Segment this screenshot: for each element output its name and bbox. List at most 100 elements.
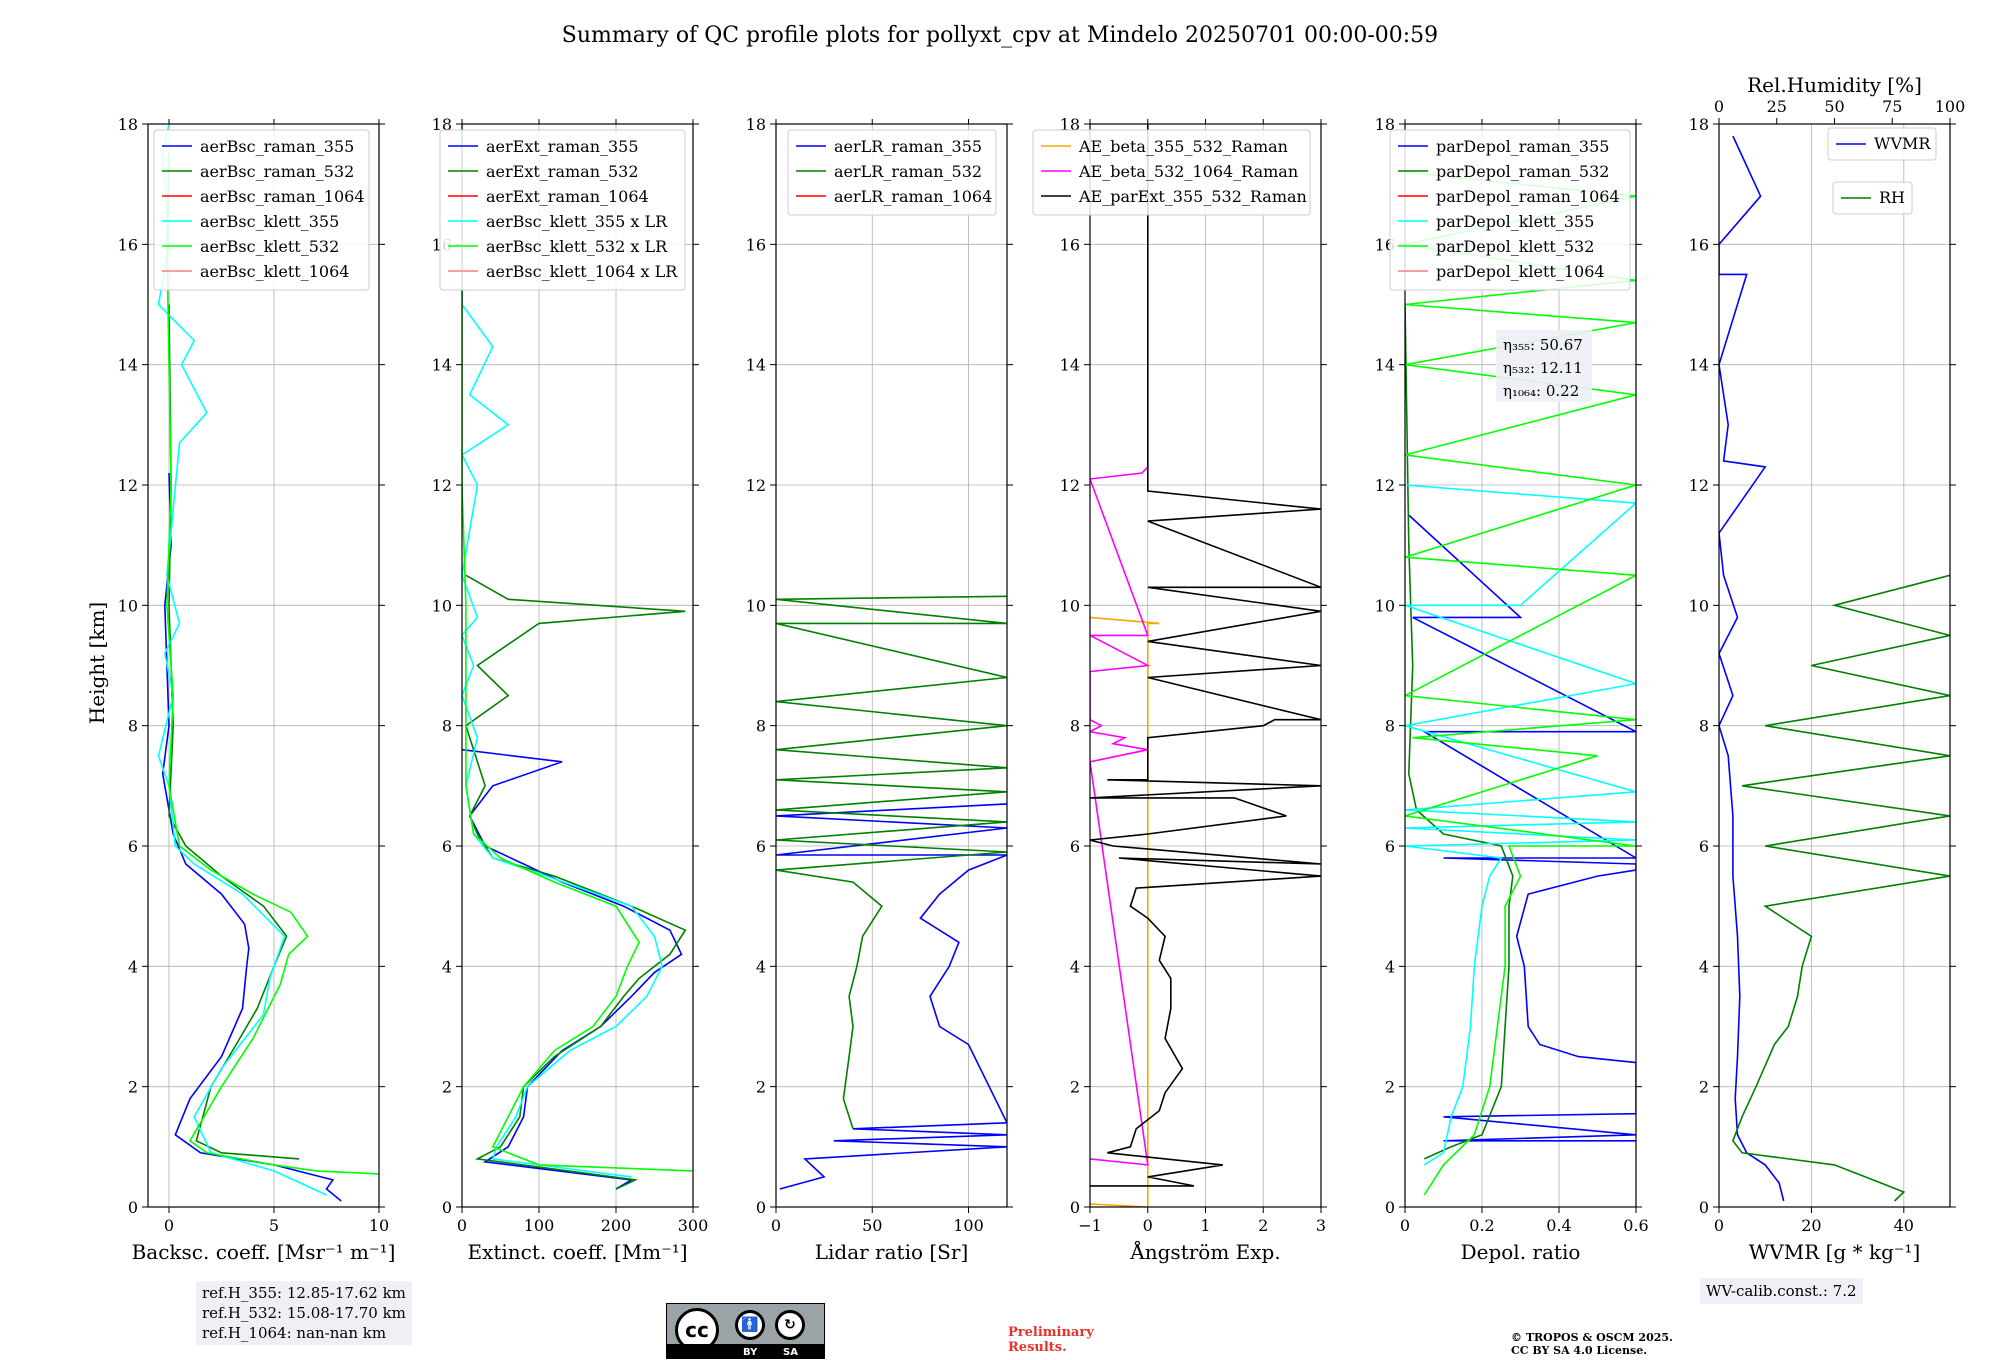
legend-box [1827, 127, 1937, 161]
legend-label-aerBsc_klett_532: aerBsc_klett_532 [200, 237, 339, 256]
by-label: BY [743, 1347, 758, 1358]
eta-value: η₃₅₅: 50.67 [1503, 336, 1583, 354]
y-tick-label: 18 [746, 115, 766, 134]
legend-label-AE_beta_532_1064_Raman: AE_beta_532_1064_Raman [1078, 162, 1298, 181]
x-axis-label: Backsc. coeff. [Msr⁻¹ m⁻¹] [132, 1240, 396, 1264]
y-tick-label: 14 [118, 356, 138, 375]
legend-label-aerExt_raman_1064: aerExt_raman_1064 [486, 187, 649, 206]
x-tick-label: 2 [1258, 1216, 1268, 1235]
legend-label-AE_parExt_355_532_Raman: AE_parExt_355_532_Raman [1078, 187, 1307, 206]
x-tick-label: 0 [771, 1216, 781, 1235]
y-tick-label: 18 [1689, 115, 1709, 134]
by-icon: 🚹 [735, 1310, 765, 1340]
y-tick-label: 18 [1375, 115, 1395, 134]
x2-tick-label: 100 [1935, 97, 1966, 116]
y-tick-label: 6 [128, 837, 138, 856]
legend-label-parDepol_raman_1064: parDepol_raman_1064 [1436, 187, 1620, 206]
panel-ext: 0100200300024681012141618Extinct. coeff.… [432, 115, 709, 1264]
panel-lr: 0 50 100 0 2 4 6 8 10 12 14 16 18 Lidar ratio [Sr] aer… [746, 115, 1013, 1264]
legend-label-aerExt_raman_355: aerExt_raman_355 [486, 137, 639, 156]
series-line-parDepol_raman_532 [1405, 304, 1514, 1160]
legend-label-aerBsc_raman_355: aerBsc_raman_355 [200, 137, 354, 156]
legend-label-aerBsc_klett_1064 x LR: aerBsc_klett_1064 x LR [486, 262, 678, 281]
x-tick-label: −1 [1078, 1216, 1102, 1235]
y-tick-label: 0 [128, 1198, 138, 1217]
x-tick-label: 300 [678, 1216, 709, 1235]
x2-tick-label: 25 [1767, 97, 1787, 116]
series-line-WVMR [1719, 135, 1785, 1202]
y-tick-label: 16 [118, 235, 138, 254]
x-tick-label: 0 [457, 1216, 467, 1235]
panel-bsc: 0 5 10 0 2 4 6 8 10 12 14 16 18 Backsc. coeff. [Msr⁻¹… [118, 115, 396, 1264]
legend-label-parDepol_raman_355: parDepol_raman_355 [1436, 137, 1609, 156]
y-tick-label: 6 [1699, 837, 1709, 856]
x-tick-label: 0.6 [1623, 1216, 1648, 1235]
legend-label-aerBsc_klett_1064: aerBsc_klett_1064 [200, 262, 349, 281]
x-tick-label: 0 [1143, 1216, 1153, 1235]
reference-height-box: ref.H_355: 12.85-17.62 km ref.H_532: 15.0… [196, 1281, 412, 1345]
legend-label-aerLR_raman_1064: aerLR_raman_1064 [834, 187, 992, 206]
series-line-parDepol_klett_355 [1405, 484, 1636, 1166]
y-tick-label: 0 [1699, 1198, 1709, 1217]
axes-frame [775, 123, 1008, 1208]
x-tick-label: 20 [1801, 1216, 1821, 1235]
y-tick-label: 14 [432, 356, 452, 375]
x-tick-label: 0 [1714, 1216, 1724, 1235]
sa-label: SA [783, 1347, 798, 1358]
y-axis-label: Height [km] [85, 602, 109, 724]
y-tick-label: 18 [432, 115, 452, 134]
legend-label-aerLR_raman_355: aerLR_raman_355 [834, 137, 982, 156]
y-tick-label: 4 [1385, 957, 1395, 976]
y-tick-label: 14 [1375, 356, 1395, 375]
legend-label-AE_beta_355_532_Raman: AE_beta_355_532_Raman [1078, 137, 1288, 156]
y-tick-label: 8 [128, 717, 138, 736]
y-tick-label: 4 [1070, 957, 1080, 976]
y-tick-label: 16 [1060, 235, 1080, 254]
series-line-aerLR_raman_355 [776, 803, 1007, 1190]
y-tick-label: 2 [1385, 1078, 1395, 1097]
legend-box [153, 129, 370, 291]
y-tick-label: 14 [1689, 356, 1709, 375]
panel-wv: 0 20 40 0 2 4 6 8 10 12 14 16 18 WVMR [g * kg⁻¹] 0 25 50… [1689, 73, 1966, 1264]
y-tick-label: 8 [1070, 717, 1080, 736]
x-axis-label: Extinct. coeff. [Mm⁻¹] [467, 1240, 687, 1264]
x-tick-label: 1 [1200, 1216, 1210, 1235]
y-tick-label: 18 [1060, 115, 1080, 134]
legend-label-aerBsc_raman_1064: aerBsc_raman_1064 [200, 187, 365, 206]
legend-label-parDepol_raman_532: parDepol_raman_532 [1436, 162, 1609, 181]
x-tick-label: 200 [601, 1216, 632, 1235]
wv-calib-box: WV-calib.const.: 7.2 [1700, 1278, 1863, 1304]
y-tick-label: 12 [746, 476, 766, 495]
series-line-aerBsc_klett_532 [166, 154, 379, 1175]
y-tick-label: 2 [1699, 1078, 1709, 1097]
legend-label-aerLR_raman_532: aerLR_raman_532 [834, 162, 982, 181]
x-tick-label: 40 [1894, 1216, 1914, 1235]
legend-label-parDepol_klett_355: parDepol_klett_355 [1436, 212, 1594, 231]
y-tick-label: 10 [1689, 596, 1709, 615]
y-tick-label: 12 [432, 476, 452, 495]
y-tick-label: 0 [1385, 1198, 1395, 1217]
legend-label-RH: RH [1879, 188, 1905, 207]
y-tick-label: 10 [1375, 596, 1395, 615]
y-tick-label: 6 [1385, 837, 1395, 856]
eta-value: η₁₀₆₄: 0.22 [1503, 382, 1579, 400]
x-tick-label: 0 [1400, 1216, 1410, 1235]
y-tick-label: 16 [746, 235, 766, 254]
series-line-aerExt_raman_355 [462, 748, 683, 1190]
y-tick-label: 18 [118, 115, 138, 134]
y-tick-label: 2 [128, 1078, 138, 1097]
x-axis-label: Ångström Exp. [1129, 1239, 1280, 1264]
legend-label-aerBsc_klett_355 x LR: aerBsc_klett_355 x LR [486, 212, 668, 231]
series-line-parDepol_klett_532 [1405, 171, 1636, 1196]
y-tick-label: 10 [432, 596, 452, 615]
legend-box [1032, 129, 1311, 216]
x-tick-label: 0 [164, 1216, 174, 1235]
y-tick-label: 0 [756, 1198, 766, 1217]
y-tick-label: 4 [756, 957, 766, 976]
series-line-aerExt_raman_532 [464, 574, 687, 1190]
y-tick-label: 12 [1060, 476, 1080, 495]
y-tick-label: 8 [756, 717, 766, 736]
x-tick-label: 10 [369, 1216, 389, 1235]
